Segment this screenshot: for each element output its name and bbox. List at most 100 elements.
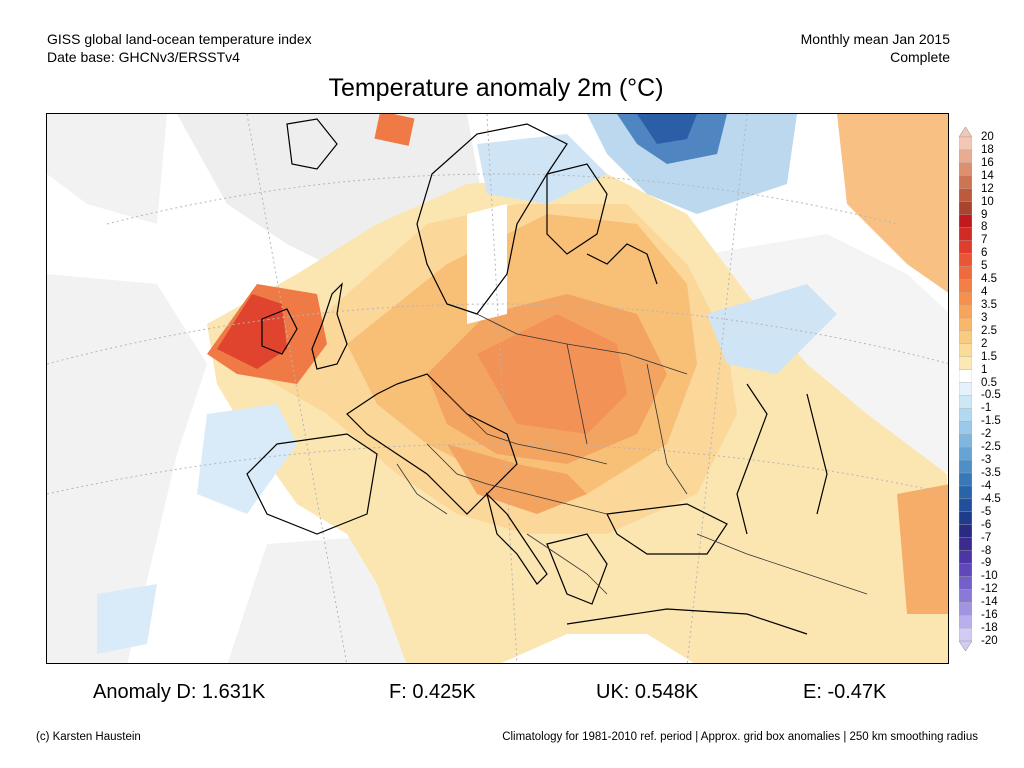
coast-caspian-east (806, 393, 828, 515)
grey-region-east (707, 234, 948, 474)
anomaly-field-ireland (217, 294, 287, 369)
coast-svalbard-iceland (286, 118, 338, 170)
colorbar-swatch (959, 317, 972, 332)
colorbar-swatch (959, 446, 972, 461)
coastlines (246, 118, 828, 635)
colorbar-swatch (959, 395, 972, 409)
colorbar-arrow-bottom (959, 640, 972, 651)
colorbar-swatch (959, 485, 972, 500)
colorbar-label: -10 (981, 570, 998, 583)
colorbar-swatch (959, 214, 972, 228)
stat-e: E: -0.47K (803, 681, 887, 703)
colorbar-label: -5 (981, 505, 992, 518)
colorbar-label: -3.5 (981, 467, 1001, 479)
colorbar-label: -2.5 (981, 441, 1001, 454)
colorbar-arrow-top (959, 127, 972, 138)
colorbar-swatch (959, 408, 972, 422)
colorbar-swatch (959, 278, 972, 293)
colorbar-label: 6 (981, 247, 988, 260)
coast-ireland (261, 308, 298, 355)
coast-iberia (246, 433, 378, 535)
colorbar-label: 4 (981, 286, 988, 299)
colorbar-swatch (959, 511, 972, 526)
graticule (47, 114, 948, 663)
colorbar-swatch (959, 459, 972, 474)
colorbar-label: 5 (981, 260, 988, 273)
coast-finland (546, 163, 608, 255)
anomaly-field-iberia-cold (197, 404, 297, 514)
colorbar-label: -2 (981, 428, 992, 441)
colorbar-swatch (959, 149, 972, 164)
stat-anomaly-d: Anomaly D: 1.631K (93, 681, 266, 703)
colorbar-label: 8 (981, 221, 988, 234)
grey-region-atlantic (47, 274, 207, 663)
colorbar-label: 16 (981, 156, 994, 169)
colorbar-label: 14 (981, 169, 994, 182)
stat-uk: UK: 0.548K (596, 681, 699, 703)
colorbar-swatch (959, 524, 972, 539)
anomaly-field-2-2p5-south (447, 444, 587, 514)
coast-west-europe (346, 373, 518, 515)
header-left: GISS global land-ocean temperature index… (47, 30, 312, 66)
colorbar-label: -12 (981, 583, 998, 596)
colorbar-swatch (959, 240, 972, 254)
colorbar-swatch (959, 162, 972, 177)
colorbar-label: 3 (981, 311, 988, 324)
colorbar-swatch (959, 369, 972, 384)
country-borders (396, 313, 868, 595)
missing-sweden (467, 204, 507, 324)
anomaly-map (46, 113, 949, 664)
colorbar-label: -3 (981, 454, 992, 467)
anomaly-field-2p5-3 (477, 314, 627, 434)
map-title: Temperature anomaly 2m (°C) (328, 74, 664, 102)
coast-black-sea (606, 503, 728, 555)
colorbar-label: -0.5 (981, 389, 1001, 402)
colorbar-label: -18 (981, 622, 998, 635)
anomaly-field-caucasus (897, 484, 948, 614)
anomaly-field-lapland-cold (477, 134, 607, 204)
colorbar-swatch (959, 304, 972, 319)
colorbar (959, 127, 972, 651)
coast-great-britain (311, 282, 348, 370)
status-label: Complete (890, 49, 950, 65)
colorbar-label: -7 (981, 531, 992, 544)
colorbar-swatch (959, 627, 972, 642)
anomaly-field-volga-cold (707, 284, 837, 374)
anomaly-field-urals (837, 114, 948, 293)
grey-region-greenland-sea (47, 114, 167, 224)
colorbar-label: 2.5 (981, 324, 997, 337)
colorbar-swatch (959, 330, 972, 345)
colorbar-label: 0.5 (981, 376, 997, 389)
colorbar-swatch (959, 382, 972, 396)
coast-balkans (546, 533, 608, 605)
colorbar-swatch (959, 550, 972, 564)
coast-turkey (566, 608, 808, 635)
footnote: Climatology for 1981-2010 ref. period | … (502, 731, 978, 743)
colorbar-label: 3.5 (981, 299, 997, 311)
colorbar-swatch (959, 563, 972, 577)
colorbar-swatch (959, 201, 972, 216)
colorbar-swatch (959, 175, 972, 190)
colorbar-label: 20 (981, 131, 994, 143)
colorbar-label: 9 (981, 208, 988, 221)
colorbar-swatch (959, 498, 972, 513)
colorbar-swatch (959, 472, 972, 487)
colorbar-swatch (959, 614, 972, 629)
colorbar-label: -16 (981, 609, 998, 622)
colorbar-label: 2 (981, 337, 988, 350)
coast-lakes (586, 243, 658, 285)
anomaly-field-barents-core (637, 114, 697, 144)
colorbar-label: 10 (981, 195, 994, 208)
colorbar-label: -14 (981, 596, 998, 609)
colorbar-label: 7 (981, 234, 988, 247)
colorbar-label: -1.5 (981, 415, 1001, 428)
coast-italy (485, 492, 548, 585)
coast-scandinavia (416, 123, 568, 315)
credit: (c) Karsten Haustein (36, 731, 141, 743)
anomaly-field-norwegian-sea (374, 114, 415, 146)
colorbar-swatch (959, 188, 972, 203)
colorbar-swatch (959, 589, 972, 603)
colorbar-label: -4.5 (981, 492, 1001, 505)
period-label: Monthly mean Jan 2015 (800, 31, 950, 47)
colorbar-label: 1.5 (981, 350, 997, 363)
